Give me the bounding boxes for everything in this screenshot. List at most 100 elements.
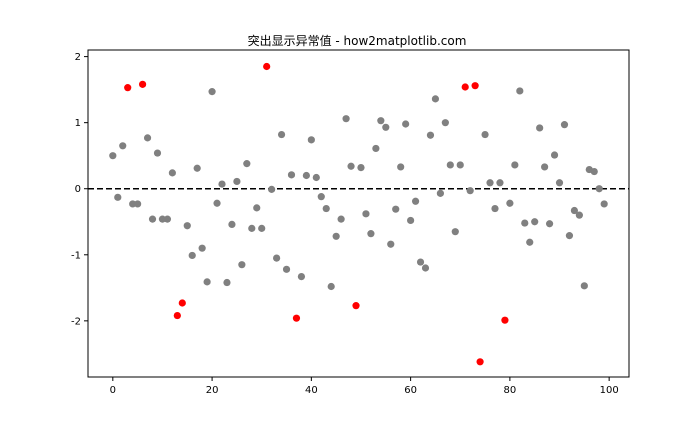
x-tick-label: 40 (305, 385, 318, 396)
data-point (600, 200, 608, 208)
x-tick-label: 0 (110, 385, 116, 396)
data-point (416, 258, 425, 266)
y-tick-label: -1 (71, 250, 81, 261)
data-point (426, 131, 435, 139)
outlier-point (352, 302, 360, 310)
data-point (312, 173, 320, 182)
data-point (441, 119, 449, 127)
data-point (337, 215, 345, 223)
y-tick-label: 1 (75, 118, 81, 129)
data-point (387, 240, 395, 248)
data-point (282, 265, 291, 273)
data-point (496, 179, 504, 187)
outlier-point (501, 316, 509, 324)
data-point (317, 193, 325, 201)
data-point (411, 197, 420, 205)
x-tick-label: 80 (504, 385, 517, 396)
data-point (109, 152, 117, 160)
outlier-point (476, 358, 484, 366)
data-point (163, 215, 172, 223)
data-point (153, 149, 162, 157)
data-point (193, 164, 201, 172)
data-point (342, 115, 350, 123)
data-point (575, 211, 583, 219)
y-tick-label: 0 (75, 184, 81, 195)
data-point (486, 179, 494, 187)
data-point (218, 180, 226, 188)
data-point (491, 204, 499, 213)
x-tick-label: 60 (404, 385, 417, 396)
data-point (506, 199, 514, 207)
data-point (158, 215, 167, 223)
data-point (555, 179, 564, 187)
data-point (238, 261, 246, 269)
data-point (273, 254, 281, 262)
data-point (536, 124, 544, 132)
data-point (327, 282, 335, 291)
data-point (183, 222, 191, 230)
data-point (213, 199, 221, 207)
data-point (446, 161, 454, 169)
data-point (421, 264, 430, 272)
data-point (168, 169, 176, 177)
data-point (277, 130, 286, 139)
data-point (367, 230, 375, 238)
data-point (134, 200, 142, 208)
data-point (198, 244, 206, 252)
data-point (362, 210, 370, 218)
data-point (456, 161, 464, 169)
outlier-point (173, 311, 181, 320)
data-point (526, 238, 534, 246)
data-point (268, 185, 276, 193)
data-point (223, 278, 231, 287)
data-point (287, 171, 296, 179)
data-point (580, 282, 588, 290)
plot-area: 0 20 40 60 80 100 -2 -1 0 1 2 (71, 49, 630, 396)
data-point (545, 220, 554, 228)
data-point (357, 163, 365, 172)
data-point (203, 278, 211, 286)
data-point (451, 228, 459, 236)
data-point (436, 189, 444, 197)
data-point (148, 215, 157, 223)
data-point (516, 87, 524, 95)
data-point (297, 272, 306, 281)
data-point (431, 95, 440, 103)
data-point (208, 88, 216, 96)
data-point (228, 220, 236, 228)
data-point (307, 136, 315, 144)
data-point (392, 205, 400, 213)
outlier-point (292, 314, 301, 322)
data-point (253, 204, 261, 212)
data-point (347, 162, 355, 170)
data-point (595, 185, 603, 193)
data-point (143, 134, 152, 142)
data-point (397, 163, 405, 171)
axes-frame (87, 49, 630, 378)
data-point (570, 206, 579, 215)
data-point (402, 120, 410, 128)
data-point (531, 218, 539, 226)
data-point (248, 224, 256, 232)
chart-title: 突出显示异常值 - how2matplotlib.com (248, 33, 467, 48)
data-point (129, 200, 137, 208)
data-point (407, 216, 415, 225)
data-point (560, 121, 569, 129)
data-point (377, 117, 385, 125)
outlier-point (461, 83, 469, 91)
x-tick-label: 100 (600, 385, 619, 396)
data-point (521, 219, 529, 227)
outlier-point (178, 299, 186, 307)
y-tick-label: -2 (71, 316, 81, 327)
outlier-point (263, 62, 271, 71)
data-point (119, 142, 127, 150)
data-point (590, 167, 598, 176)
data-point (466, 187, 474, 195)
outlier-point (138, 80, 147, 88)
data-point (550, 151, 559, 159)
data-point (372, 144, 380, 153)
data-point (233, 177, 241, 186)
data-point (565, 232, 574, 240)
